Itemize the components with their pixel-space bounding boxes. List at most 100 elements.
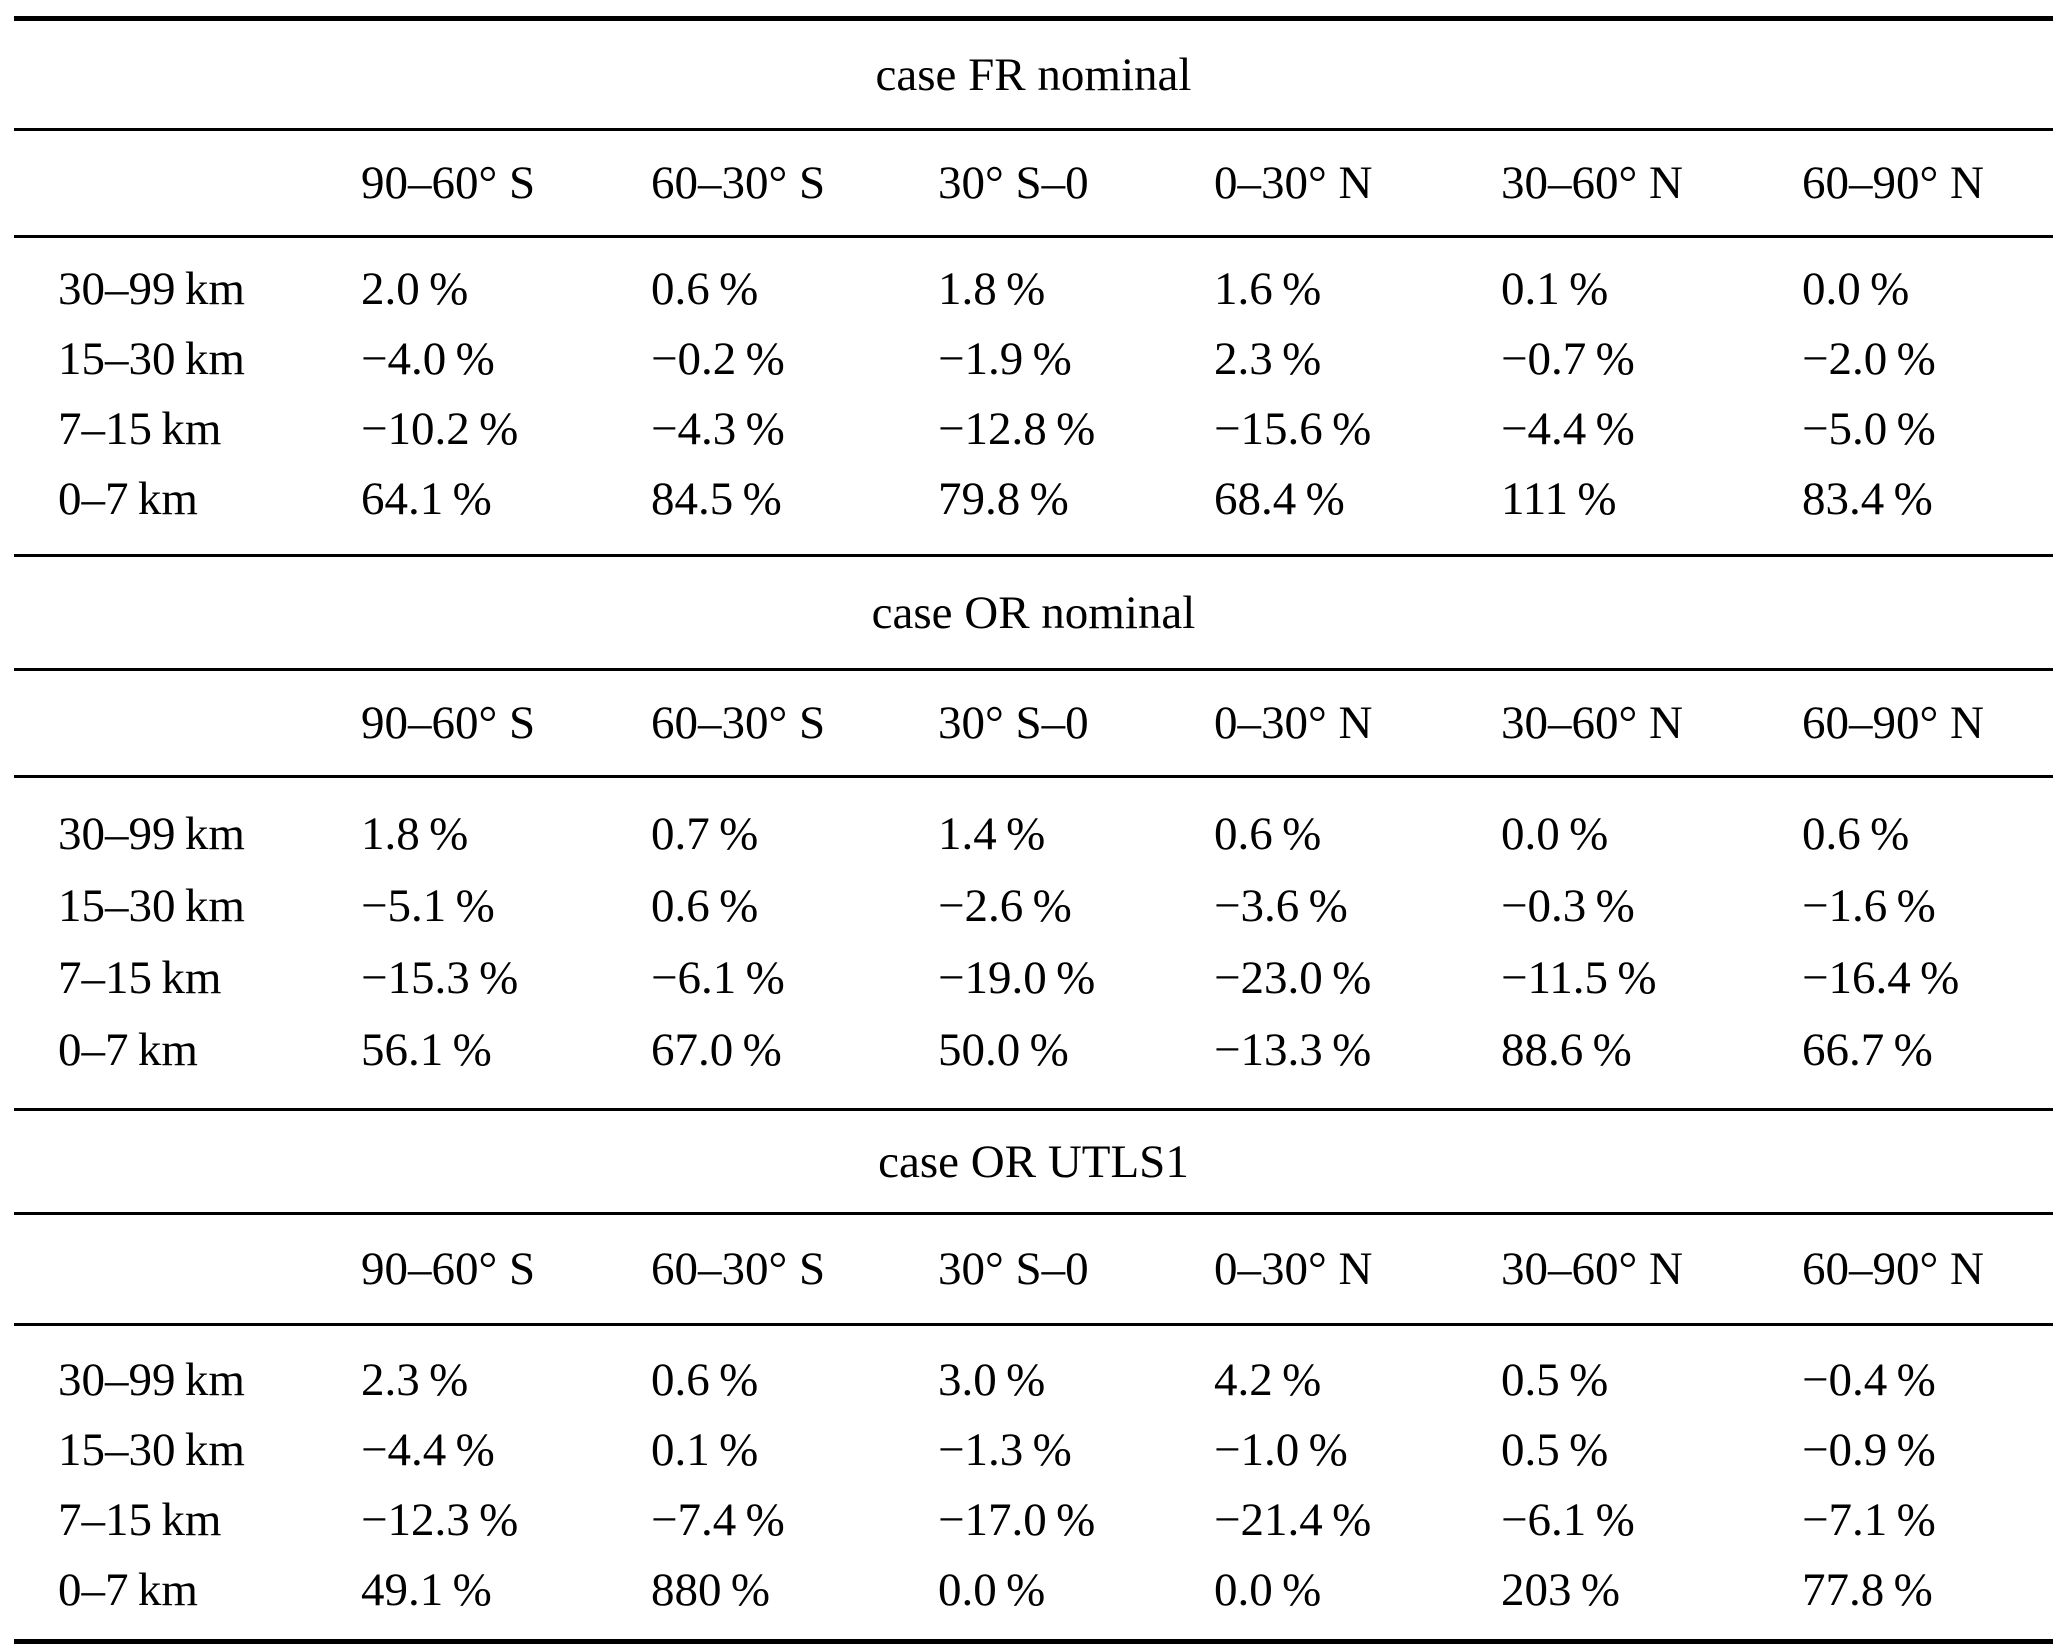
data-cell: 56.1 % (361, 1024, 492, 1076)
horizontal-rule (14, 668, 2053, 671)
data-cell: 0.0 % (1214, 1564, 1322, 1616)
data-cell: −2.6 % (938, 880, 1072, 932)
data-cell: 1.4 % (938, 808, 1046, 860)
row-label: 30–99 km (58, 808, 245, 860)
data-cell: 0.6 % (651, 263, 759, 315)
data-cell: −2.0 % (1802, 333, 1936, 385)
data-cell: 1.6 % (1214, 263, 1322, 315)
row-label: 30–99 km (58, 263, 245, 315)
row-label: 30–99 km (58, 1354, 245, 1406)
data-cell: 0.6 % (651, 1354, 759, 1406)
column-header: 30–60° N (1501, 157, 1683, 209)
data-cell: 0.1 % (1501, 263, 1609, 315)
data-cell: −0.7 % (1501, 333, 1635, 385)
table-row: 0–7 km 64.1 % 84.5 % 79.8 % 68.4 % 111 %… (0, 464, 2067, 534)
column-header: 30° S–0 (938, 697, 1089, 749)
data-cell: −23.0 % (1214, 952, 1372, 1004)
column-header: 90–60° S (361, 157, 536, 209)
column-header-row: 90–60° S 60–30° S 30° S–0 0–30° N 30–60°… (0, 131, 2067, 235)
column-header: 30° S–0 (938, 1243, 1089, 1295)
column-header: 30–60° N (1501, 1243, 1683, 1295)
table-body: 30–99 km 2.0 % 0.6 % 1.8 % 1.6 % 0.1 % 0… (0, 238, 2067, 554)
column-header: 30° S–0 (938, 157, 1089, 209)
data-cell: −1.9 % (938, 333, 1072, 385)
row-label: 15–30 km (58, 1424, 245, 1476)
horizontal-rule (14, 1323, 2053, 1326)
data-cell: 66.7 % (1802, 1024, 1933, 1076)
data-cell: 2.3 % (1214, 333, 1322, 385)
table-title: case OR UTLS1 (878, 1135, 1189, 1188)
data-cell: −0.4 % (1802, 1354, 1936, 1406)
data-cell: −4.4 % (361, 1424, 495, 1476)
data-cell: 0.6 % (1214, 808, 1322, 860)
data-cell: 64.1 % (361, 473, 492, 525)
data-cell: −12.8 % (938, 403, 1096, 455)
data-cell: −19.0 % (938, 952, 1096, 1004)
data-cell: −3.6 % (1214, 880, 1348, 932)
table-title: case OR nominal (871, 586, 1196, 639)
column-header: 60–30° S (651, 1243, 826, 1295)
row-label: 7–15 km (58, 403, 222, 455)
data-cell: 0.5 % (1501, 1354, 1609, 1406)
data-cell: −0.2 % (651, 333, 785, 385)
data-cell: −1.6 % (1802, 880, 1936, 932)
data-cell: −12.3 % (361, 1494, 519, 1546)
data-cell: 68.4 % (1214, 473, 1345, 525)
table-row: 30–99 km 1.8 % 0.7 % 1.4 % 0.6 % 0.0 % 0… (0, 798, 2067, 870)
row-label: 7–15 km (58, 1494, 222, 1546)
data-cell: 0.6 % (1802, 808, 1910, 860)
data-cell: −15.3 % (361, 952, 519, 1004)
table-row: 7–15 km −10.2 % −4.3 % −12.8 % −15.6 % −… (0, 394, 2067, 464)
data-cell: −15.6 % (1214, 403, 1372, 455)
row-label: 7–15 km (58, 952, 222, 1004)
row-label: 0–7 km (58, 473, 198, 525)
column-header: 60–90° N (1802, 157, 1984, 209)
data-cell: 3.0 % (938, 1354, 1046, 1406)
data-cell: 4.2 % (1214, 1354, 1322, 1406)
data-cell: 2.0 % (361, 263, 469, 315)
row-label: 15–30 km (58, 333, 245, 385)
data-cell: −5.1 % (361, 880, 495, 932)
data-cell: −0.3 % (1501, 880, 1635, 932)
data-cell: 111 % (1501, 473, 1617, 525)
table-body: 30–99 km 2.3 % 0.6 % 3.0 % 4.2 % 0.5 % −… (0, 1326, 2067, 1639)
column-header: 0–30° N (1214, 157, 1373, 209)
data-cell: −7.1 % (1802, 1494, 1936, 1546)
data-cell: −5.0 % (1802, 403, 1936, 455)
row-label: 0–7 km (58, 1564, 198, 1616)
data-cell: −21.4 % (1214, 1494, 1372, 1546)
data-cell: −6.1 % (1501, 1494, 1635, 1546)
column-header: 0–30° N (1214, 697, 1373, 749)
table-title-row: case OR UTLS1 (0, 1111, 2067, 1212)
data-cell: 0.6 % (651, 880, 759, 932)
table-row: 0–7 km 49.1 % 880 % 0.0 % 0.0 % 203 % 77… (0, 1555, 2067, 1625)
top-margin (0, 0, 2067, 16)
table-title-row: case OR nominal (0, 557, 2067, 668)
column-header-row: 90–60° S 60–30° S 30° S–0 0–30° N 30–60°… (0, 671, 2067, 775)
data-cell: 49.1 % (361, 1564, 492, 1616)
top-rule (14, 16, 2053, 21)
data-cell: −7.4 % (651, 1494, 785, 1546)
column-header: 60–30° S (651, 697, 826, 749)
data-cell: 67.0 % (651, 1024, 782, 1076)
horizontal-rule (14, 775, 2053, 778)
data-cell: 880 % (651, 1564, 771, 1616)
data-cell: 0.0 % (1501, 808, 1609, 860)
table-title-row: case FR nominal (0, 21, 2067, 128)
table-row: 7–15 km −15.3 % −6.1 % −19.0 % −23.0 % −… (0, 942, 2067, 1014)
data-cell: −16.4 % (1802, 952, 1960, 1004)
data-cell: −6.1 % (651, 952, 785, 1004)
data-cell: −1.0 % (1214, 1424, 1348, 1476)
column-header: 60–30° S (651, 157, 826, 209)
data-cell: 83.4 % (1802, 473, 1933, 525)
horizontal-rule (14, 128, 2053, 131)
column-header: 0–30° N (1214, 1243, 1373, 1295)
data-cell: −17.0 % (938, 1494, 1096, 1546)
bottom-rule (14, 1639, 2053, 1644)
horizontal-rule (14, 235, 2053, 238)
data-cell: −0.9 % (1802, 1424, 1936, 1476)
data-cell: 203 % (1501, 1564, 1621, 1616)
data-cell: −4.0 % (361, 333, 495, 385)
table-title: case FR nominal (875, 48, 1192, 101)
